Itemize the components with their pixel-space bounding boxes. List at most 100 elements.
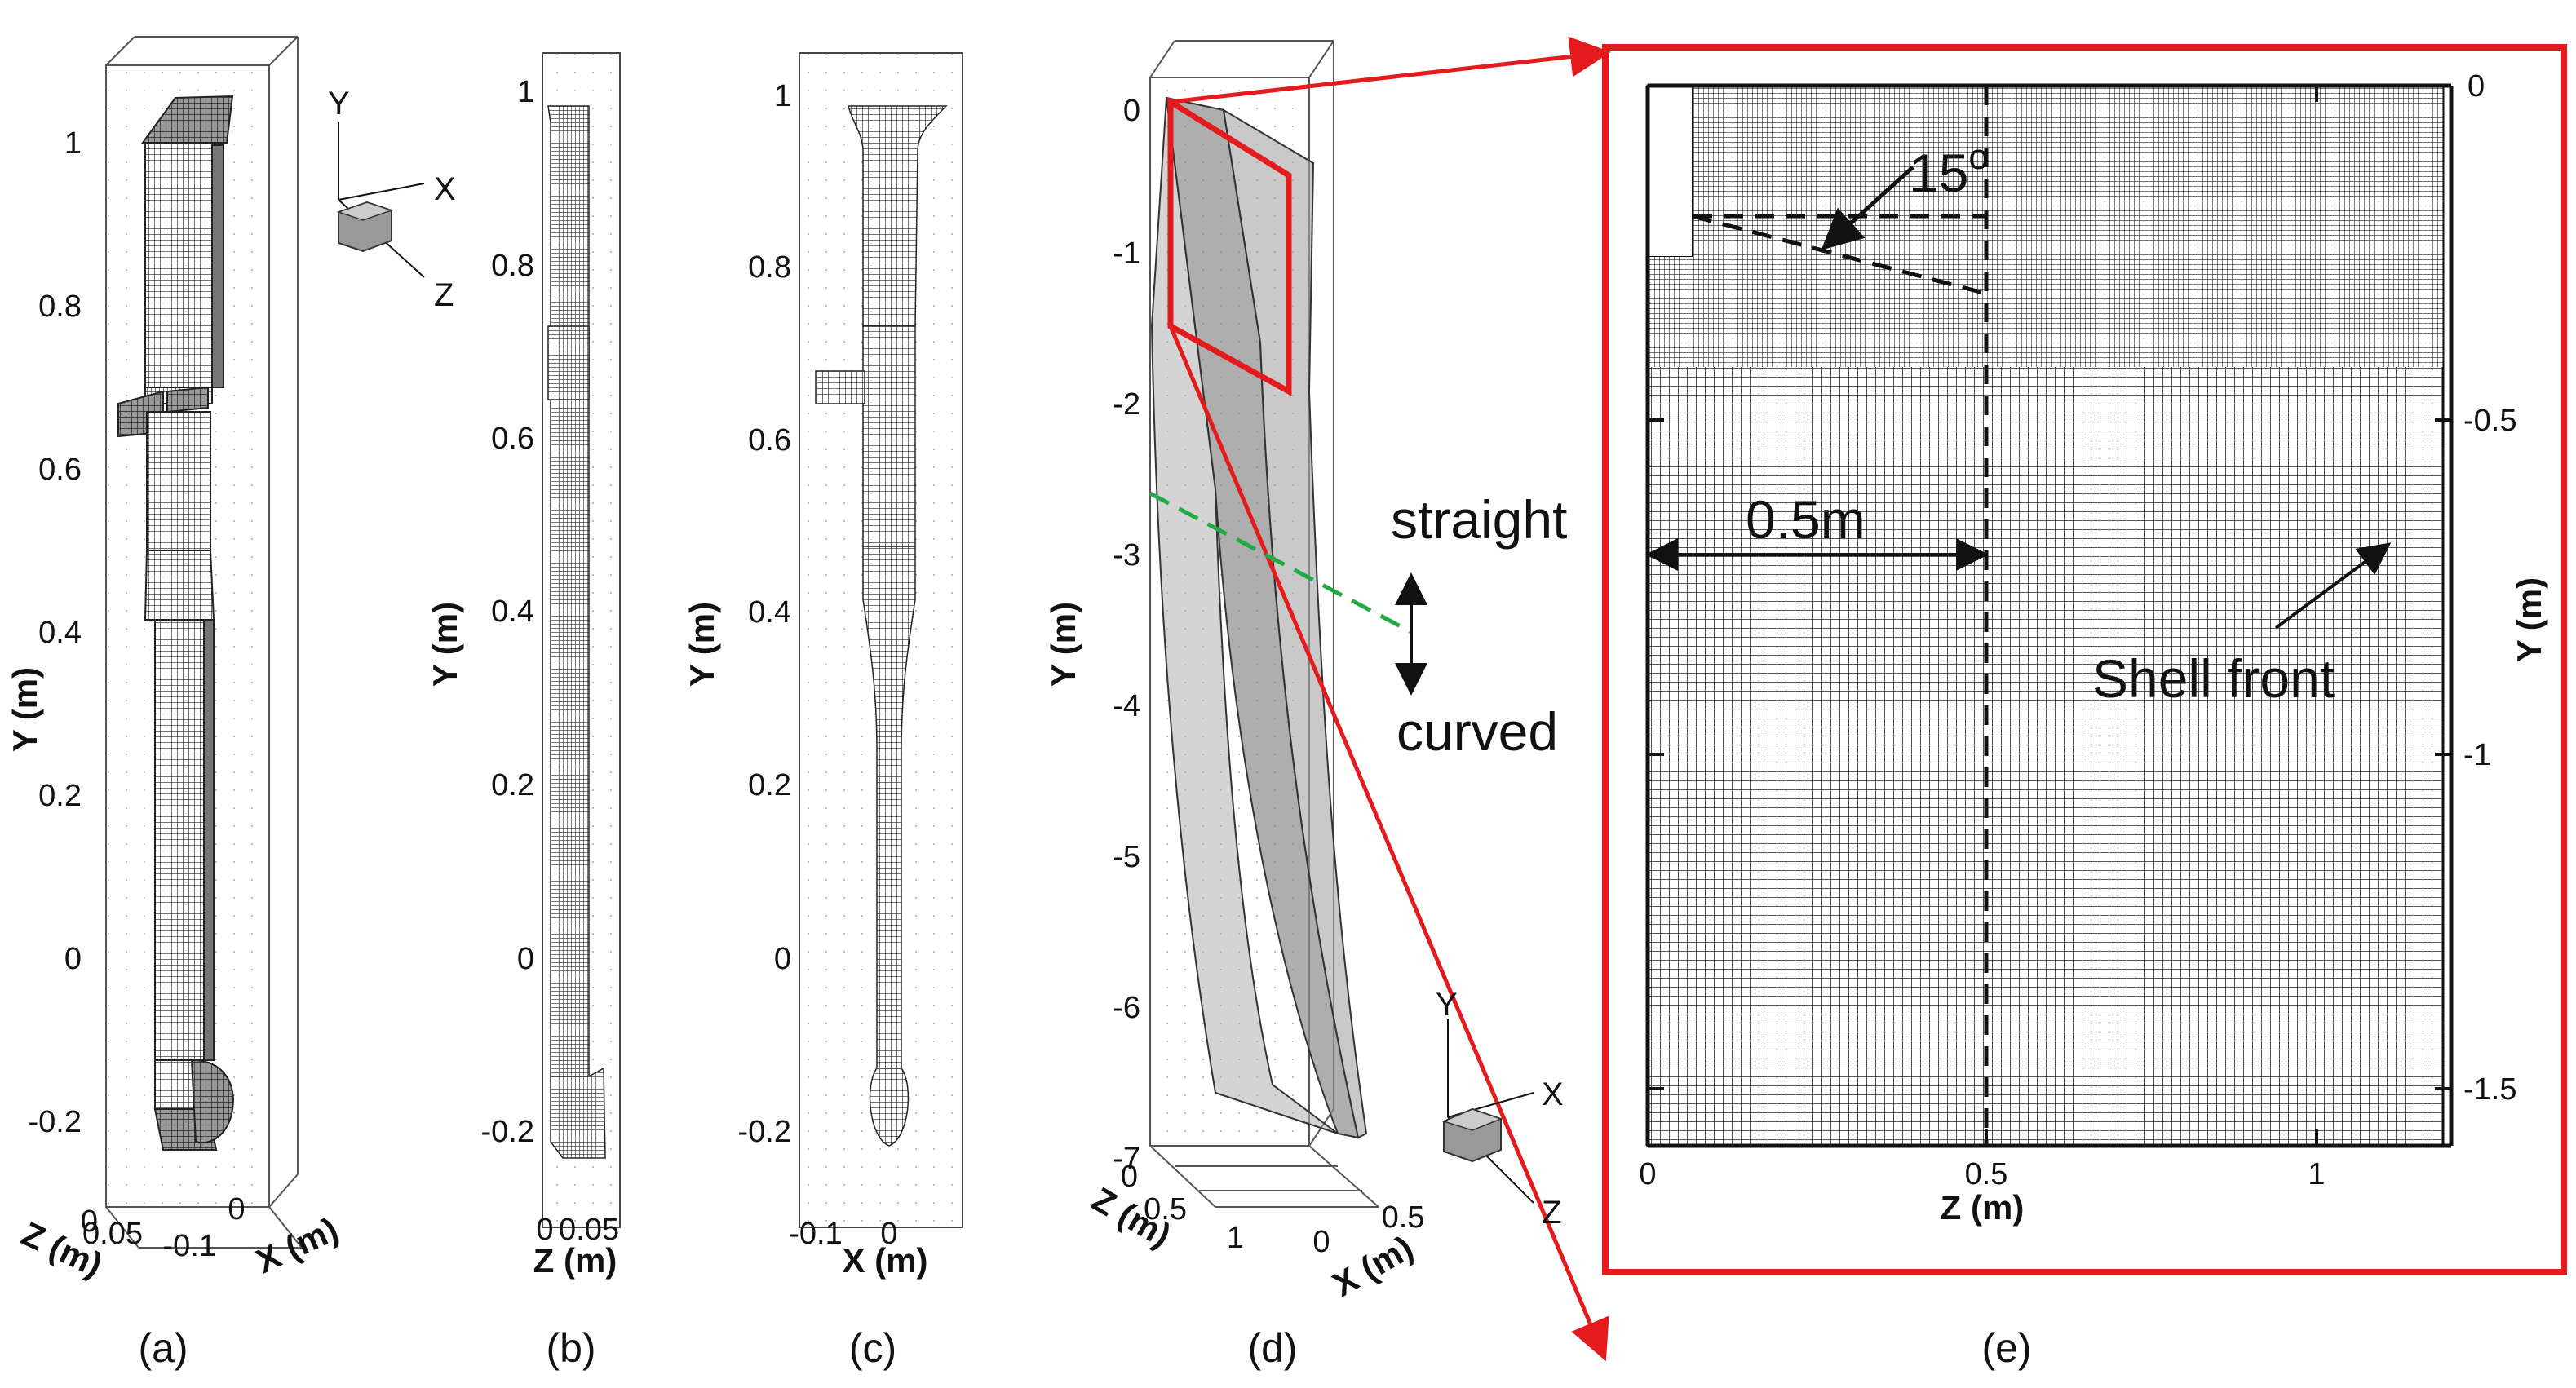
panel-b-mesh [547, 105, 606, 1159]
distance-label: 0.5m [1746, 489, 1866, 550]
panel-a-x-axis-title: X (m) [250, 1209, 343, 1280]
a-z-tick-2: 0.05 [82, 1217, 143, 1251]
b-y-tick-5: 0.2 [491, 768, 534, 802]
e-x-tick-1: 0 [1639, 1157, 1656, 1191]
e-y-tick-1: 0 [2468, 69, 2485, 104]
d-z-tick-2: 0.5 [1144, 1192, 1187, 1227]
c-x-tick-1: -0.1 [789, 1217, 842, 1251]
panel-e-y-ticks: 0 -0.5 -1 -1.5 [2463, 69, 2516, 1107]
e-x-tick-3: 1 [2308, 1157, 2325, 1191]
e-y-tick-4: -1.5 [2463, 1072, 2516, 1107]
curved-label: curved [1396, 701, 1558, 762]
c-x-tick-2: 0 [880, 1217, 897, 1251]
panel-d-label: (d) [1247, 1325, 1297, 1371]
panel-a: 1 0.8 0.6 0.4 0.2 0 -0.2 Y (m) 0 0.05 -0… [6, 36, 456, 1371]
d-triad-x-label: X [1542, 1076, 1564, 1112]
d-y-tick-4: -3 [1113, 538, 1140, 572]
a-y-tick-1: 1 [64, 126, 82, 161]
c-y-tick-5: 0.2 [748, 768, 791, 802]
b-y-tick-1: 1 [517, 75, 534, 109]
angle-value: 15 [1909, 143, 1968, 203]
b-y-tick-3: 0.6 [491, 422, 534, 456]
panel-d-y-axis-title: Y (m) [1044, 602, 1082, 687]
a-y-tick-7: -0.2 [29, 1105, 82, 1139]
e-y-tick-3: -1 [2463, 738, 2491, 772]
angle-label: 15o [1909, 137, 1989, 203]
connector-top [1170, 36, 1611, 104]
a-y-tick-3: 0.6 [38, 453, 82, 487]
b-y-tick-2: 0.8 [491, 249, 534, 283]
panel-a-label: (a) [138, 1325, 188, 1371]
b-y-tick-6: 0 [517, 942, 534, 976]
d-x-tick-2: 0.5 [1382, 1200, 1425, 1235]
d-y-tick-3: -2 [1113, 387, 1140, 422]
panel-d: straight curved 0 -1 -2 -3 -4 -5 -6 -7 Y… [1044, 36, 1611, 1371]
d-z-tick-3: 1 [1227, 1221, 1244, 1255]
d-triad-z-label: Z [1542, 1195, 1561, 1231]
c-y-tick-4: 0.4 [748, 595, 791, 630]
panel-b-y-ticks: 1 0.8 0.6 0.4 0.2 0 -0.2 [481, 75, 534, 1149]
panel-e-x-ticks: 0 0.5 1 [1639, 1157, 2325, 1191]
panel-e: 15o 0.5m Shell front 0 -0.5 -1 -1.5 Y (m… [1602, 44, 2567, 1371]
d-y-tick-7: -6 [1113, 991, 1140, 1025]
panel-b-label: (b) [546, 1325, 595, 1371]
straight-curved-boundary-line [1149, 491, 1413, 634]
panel-b-x-axis-title: Z (m) [533, 1241, 617, 1280]
panel-a-axis-triad-icon: Y X Z [328, 86, 456, 313]
angle-pointer-arrow [1821, 166, 1914, 250]
a-y-tick-2: 0.8 [38, 290, 82, 324]
a-triad-y-label: Y [328, 86, 350, 122]
a-y-tick-6: 0 [64, 942, 82, 976]
panel-c-mesh [815, 105, 948, 1147]
panel-a-y-ticks: 1 0.8 0.6 0.4 0.2 0 -0.2 [29, 126, 82, 1139]
panel-c: 1 0.8 0.6 0.4 0.2 0 -0.2 Y (m) -0.1 0 X … [683, 52, 963, 1371]
panel-d-y-ticks: 0 -1 -2 -3 -4 -5 -6 -7 [1113, 94, 1140, 1176]
straight-label: straight [1391, 489, 1567, 550]
d-y-tick-6: -5 [1113, 840, 1140, 874]
connector-bottom [1168, 325, 1609, 1362]
panel-d-axis-triad-icon: Y X Z [1436, 987, 1564, 1231]
shell-front-arrow [2274, 542, 2392, 630]
panel-c-y-axis-title: Y (m) [683, 602, 721, 687]
e-x-tick-2: 0.5 [1965, 1157, 2008, 1191]
panel-e-y-tick-marks [1648, 84, 2451, 1146]
a-x-tick-2: 0 [228, 1192, 245, 1227]
panel-c-x-axis-title: X (m) [843, 1241, 928, 1280]
shell-front-label: Shell front [2092, 648, 2335, 709]
e-y-tick-2: -0.5 [2463, 404, 2516, 438]
b-y-tick-7: -0.2 [481, 1115, 534, 1149]
panel-d-x-axis-title: X (m) [1326, 1228, 1419, 1304]
a-z-tick-1: 0 [81, 1205, 98, 1239]
d-z-tick-1: 0 [1121, 1160, 1138, 1194]
panel-a-mesh-solid [117, 95, 234, 1151]
panel-e-x-axis-title: Z (m) [1941, 1188, 2025, 1227]
panel-e-label: (e) [1981, 1325, 2031, 1371]
panel-e-y-axis-title: Y (m) [2510, 577, 2548, 662]
d-x-tick-1: 0 [1312, 1225, 1330, 1259]
b-y-tick-4: 0.4 [491, 595, 534, 629]
d-y-tick-8: -7 [1113, 1142, 1140, 1176]
d-triad-y-label: Y [1436, 987, 1458, 1023]
c-y-tick-7: -0.2 [738, 1115, 791, 1149]
c-y-tick-1: 1 [774, 79, 791, 113]
a-y-tick-4: 0.4 [38, 616, 82, 650]
d-y-tick-1: 0 [1123, 94, 1140, 128]
panel-b-y-axis-title: Y (m) [426, 602, 464, 687]
d-y-tick-5: -4 [1113, 689, 1140, 723]
a-triad-x-label: X [434, 171, 456, 207]
angle-degree-mark: o [1968, 137, 1988, 177]
panel-e-mesh [1646, 84, 2445, 1147]
panel-c-label: (c) [849, 1325, 896, 1371]
a-y-tick-5: 0.2 [38, 779, 82, 813]
d-y-tick-2: -1 [1113, 236, 1140, 271]
panel-e-red-frame [1602, 44, 2567, 1275]
c-y-tick-3: 0.6 [748, 423, 791, 458]
a-x-tick-1: -0.1 [163, 1229, 216, 1263]
b-x-tick-1: 0 [536, 1213, 553, 1247]
c-y-tick-6: 0 [774, 942, 791, 976]
b-x-tick-2: 0.05 [559, 1213, 619, 1247]
a-triad-z-label: Z [434, 277, 454, 313]
panel-a-y-axis-title: Y (m) [6, 667, 44, 752]
angle-inclined-line [1692, 214, 1987, 296]
